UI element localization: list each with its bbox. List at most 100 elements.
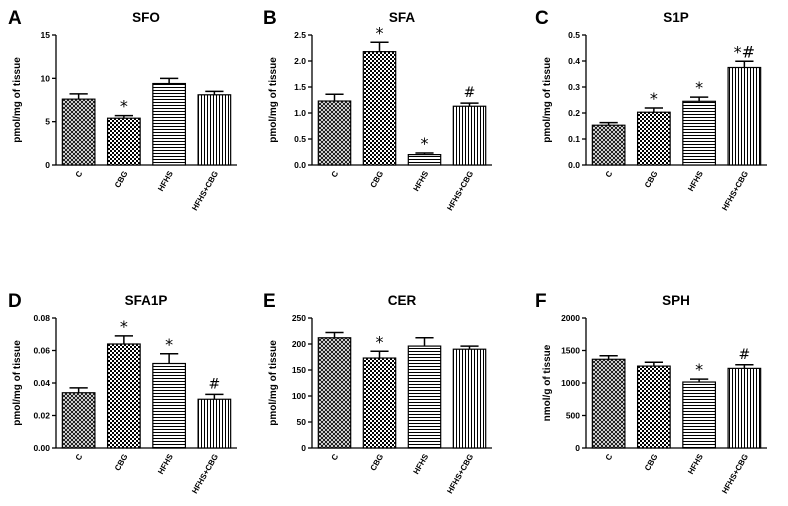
significance-marker: #: [209, 376, 221, 392]
x-tick-label: HFHS+CBG: [445, 170, 475, 213]
y-tick-label: 15: [41, 30, 51, 40]
x-tick-label: CBG: [643, 170, 660, 190]
bar-hfhs: [152, 362, 187, 449]
bar-hfhs: [682, 381, 717, 449]
y-axis-label: pmol/mg of tissue: [542, 57, 553, 143]
bar-c: [61, 98, 96, 166]
y-tick-label: 0.0: [294, 160, 306, 170]
x-tick-label: C: [330, 452, 341, 462]
y-tick-label: 1.0: [294, 108, 306, 118]
y-tick-label: 0.5: [294, 134, 306, 144]
x-tick-label: HFHS: [412, 169, 431, 193]
y-tick-label: 0.1: [568, 134, 580, 144]
y-tick-label: 1.5: [294, 82, 306, 92]
y-tick-label: 0.5: [568, 30, 580, 40]
y-tick-label: 2000: [561, 313, 580, 323]
panel-letter: E: [263, 291, 276, 312]
x-tick-label: CBG: [369, 453, 386, 473]
y-tick-label: 150: [292, 365, 306, 375]
x-tick-label: HFHS: [686, 452, 705, 476]
x-tick-label: C: [604, 452, 615, 462]
y-tick-label: 5: [45, 117, 50, 127]
bar-hfhs: [407, 154, 442, 166]
x-tick-label: CBG: [113, 453, 130, 473]
y-axis-label: nmol/g of tissue: [542, 344, 553, 421]
y-tick-label: 1500: [561, 346, 580, 356]
bar-cbg: [636, 111, 671, 166]
y-tick-label: 0: [301, 443, 306, 453]
y-tick-label: 2.0: [294, 56, 306, 66]
significance-marker: *: [165, 335, 173, 354]
significance-marker: *: [695, 360, 703, 379]
x-tick-label: HFHS: [412, 452, 431, 476]
y-tick-label: 500: [566, 411, 580, 421]
bar-cbg: [362, 51, 397, 166]
bar-cbg: [636, 365, 671, 449]
significance-marker: *: [695, 78, 703, 97]
chart-panel-b: B SFA pmol/mg of tissue 0.0 0.5 1.0 1.5 2.0 2.5 C…: [263, 8, 492, 212]
x-tick-label: HFHS: [156, 169, 175, 193]
y-tick-label: 2.5: [294, 30, 306, 40]
bar-hfhs-cbg: [727, 367, 762, 449]
significance-marker: *: [376, 332, 384, 351]
bar-hfhs-cbg: [727, 66, 762, 166]
x-tick-label: CBG: [113, 170, 130, 190]
bar-hfhs: [407, 345, 442, 449]
panel-letter: F: [535, 291, 547, 312]
chart-panel-e: E CER pmol/mg of tissue 0 50 100 150 200 250 C CBG…: [263, 291, 492, 495]
bar-hfhs-cbg: [197, 398, 232, 449]
x-tick-label: HFHS+CBG: [190, 170, 220, 213]
bar-cbg: [362, 357, 397, 449]
y-tick-label: 0.02: [33, 411, 50, 421]
panel-letter: D: [8, 291, 22, 312]
significance-marker: #: [739, 347, 751, 363]
significance-marker: #: [464, 85, 476, 101]
significance-marker: *: [376, 23, 384, 42]
chart-panel-a: A SFO pmol/mg of tissue 0 5 10 15 C CBG * HFHS HFHS…: [8, 8, 237, 212]
panel-letter: A: [8, 8, 22, 29]
y-tick-label: 50: [297, 417, 307, 427]
x-tick-label: HFHS: [156, 452, 175, 476]
significance-marker: *: [120, 317, 128, 336]
chart-title: S1P: [663, 10, 689, 25]
significance-marker: *: [650, 89, 658, 108]
y-tick-label: 200: [292, 339, 306, 349]
panel-letter: B: [263, 8, 277, 29]
chart-panel-f: F SPH nmol/g of tissue 0 500 1000 1500 2000 C CBG…: [535, 291, 767, 495]
bar-c: [591, 358, 626, 449]
y-tick-label: 0.08: [33, 313, 50, 323]
y-tick-label: 0.2: [568, 108, 580, 118]
x-tick-label: HFHS: [686, 169, 705, 193]
significance-marker: *: [421, 134, 429, 153]
bar-c: [317, 100, 352, 166]
x-tick-label: HFHS+CBG: [190, 453, 220, 496]
bar-cbg: [106, 343, 141, 449]
y-tick-label: 1000: [561, 378, 580, 388]
y-tick-label: 0: [45, 160, 50, 170]
y-tick-label: 0.06: [33, 346, 50, 356]
y-tick-label: 0.4: [568, 56, 580, 66]
y-tick-label: 0.3: [568, 82, 580, 92]
bar-hfhs: [152, 82, 187, 166]
bar-hfhs-cbg: [452, 105, 487, 166]
x-tick-label: C: [74, 452, 85, 462]
y-tick-label: 250: [292, 313, 306, 323]
x-tick-label: C: [604, 169, 615, 179]
significance-marker: *: [120, 97, 128, 116]
chart-title: SFA: [389, 10, 416, 25]
chart-panel-c: C S1P pmol/mg of tissue 0.0 0.1 0.2 0.3 0.4 0.5 C…: [535, 8, 767, 212]
y-axis-label: pmol/mg of tissue: [268, 57, 279, 143]
y-tick-label: 100: [292, 391, 306, 401]
chart-title: SPH: [662, 293, 690, 308]
bar-cbg: [106, 117, 141, 166]
x-tick-label: CBG: [643, 453, 660, 473]
x-tick-label: C: [330, 169, 341, 179]
bar-c: [61, 392, 96, 449]
panel-letter: C: [535, 8, 549, 29]
x-tick-label: HFHS+CBG: [720, 170, 750, 213]
x-tick-label: HFHS+CBG: [720, 453, 750, 496]
chart-title: SFO: [132, 10, 160, 25]
x-tick-label: C: [74, 169, 85, 179]
y-tick-label: 0.0: [568, 160, 580, 170]
